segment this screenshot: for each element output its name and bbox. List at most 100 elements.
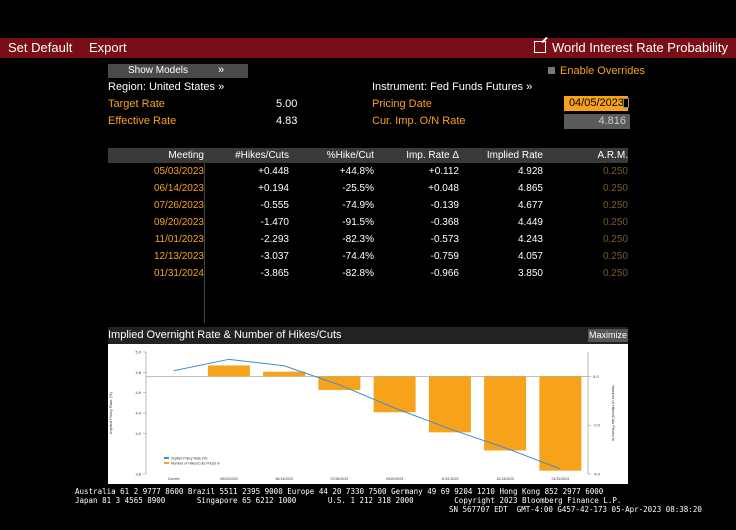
chart-title: Implied Overnight Rate & Number of Hikes… — [108, 329, 342, 341]
hikes-cuts-value: -0.555 — [260, 200, 289, 211]
x-tick-label: 05/03/2023 — [220, 477, 238, 481]
pct-hike-cut-value: +44.8% — [339, 166, 374, 177]
imp-rate-delta-value: +0.112 — [428, 166, 459, 177]
table-header: Meeting #Hikes/Cuts %Hike/Cut Imp. Rate … — [108, 148, 628, 163]
implied-rate-value: 4.449 — [517, 217, 543, 228]
left-tick-label: 5.0 — [135, 350, 141, 355]
arm-value: 0.250 — [602, 166, 628, 177]
cur-imp-rate-input[interactable]: 4.816 — [564, 114, 630, 129]
chevron-right-icon: » — [218, 64, 225, 76]
hikes-cuts-value: -3.865 — [260, 268, 289, 279]
pricing-date-label: Pricing Date — [372, 98, 432, 110]
left-axis-label: Implied Policy Rate (%) — [108, 392, 113, 434]
col-hikes-cuts[interactable]: #Hikes/Cuts — [235, 150, 289, 161]
right-tick-label: -4.0 — [593, 472, 601, 477]
imp-rate-delta-value: +0.048 — [428, 183, 459, 194]
instrument-selector[interactable]: Instrument: Fed Funds Futures » — [372, 81, 533, 93]
enable-overrides-checkbox[interactable]: Enable Overrides — [548, 65, 645, 77]
col-imp-rate-delta[interactable]: Imp. Rate Δ — [406, 150, 459, 161]
left-tick-label: 4.4 — [135, 411, 141, 416]
x-tick-label: 06/14/2023 — [275, 477, 293, 481]
left-tick-label: 4.6 — [135, 390, 141, 395]
imp-rate-delta-value: -0.759 — [430, 251, 459, 262]
target-rate-label: Target Rate — [108, 98, 165, 110]
table-row[interactable]: 06/14/2023 +0.194 -25.5% +0.048 4.865 0.250 — [108, 182, 628, 197]
external-link-icon[interactable] — [533, 41, 546, 53]
x-tick-label: Current — [168, 477, 180, 481]
table-row[interactable]: 12/13/2023 -3.037 -74.4% -0.759 4.057 0.250 — [108, 250, 628, 265]
target-rate-value: 5.00 — [276, 98, 298, 110]
table-row[interactable]: 01/31/2024 -3.865 -82.8% -0.966 3.850 0.250 — [108, 267, 628, 282]
export-button[interactable]: Export — [89, 40, 127, 55]
pct-hike-cut-value: -82.3% — [342, 234, 374, 245]
bar-09/20/2023 — [373, 376, 416, 413]
chart-plot: 3.8 4.2 4.4 4.6 4.8 5.0 -4.0 -2.0 0.0 Current 05/0… — [108, 344, 628, 484]
effective-rate-value: 4.83 — [276, 115, 298, 127]
col-meeting[interactable]: Meeting — [168, 150, 204, 161]
hikes-cuts-value: -2.293 — [260, 234, 289, 245]
bar-01/31/2024 — [539, 376, 582, 471]
chart-svg: 3.8 4.2 4.4 4.6 4.8 5.0 -4.0 -2.0 0.0 Current 05/0… — [108, 350, 616, 482]
pct-hike-cut-value: -82.8% — [342, 268, 374, 279]
region-selector[interactable]: Region: United States » — [108, 81, 225, 93]
right-tick-label: -2.0 — [593, 423, 601, 428]
meeting-date[interactable]: 09/20/2023 — [153, 217, 204, 228]
imp-rate-delta-value: -0.368 — [430, 217, 459, 228]
window-title: World Interest Rate Probability — [533, 40, 728, 55]
imp-rate-delta-value: -0.966 — [430, 268, 459, 279]
imp-rate-delta-value: -0.573 — [430, 234, 459, 245]
pct-hike-cut-value: -74.4% — [342, 251, 374, 262]
arm-value: 0.250 — [602, 268, 628, 279]
arm-value: 0.250 — [602, 183, 628, 194]
bar-06/14/2023 — [263, 371, 306, 377]
x-tick-label: 01/31/2024 — [552, 477, 570, 481]
arm-value: 0.250 — [602, 200, 628, 211]
x-tick-label: 07/26/2023 — [331, 477, 349, 481]
table-row[interactable]: 09/20/2023 -1.470 -91.5% -0.368 4.449 0.250 — [108, 216, 628, 231]
bar-05/03/2023 — [207, 365, 250, 377]
meeting-date[interactable]: 05/03/2023 — [153, 166, 204, 177]
implied-rate-value: 4.928 — [517, 166, 543, 177]
implied-rate-value: 4.243 — [517, 234, 543, 245]
legend-swatch-bar — [164, 462, 169, 464]
footer-line-2: Japan 81 3 4565 8900 Singapore 65 6212 1… — [75, 496, 622, 505]
chart-header — [108, 327, 628, 344]
pct-hike-cut-value: -91.5% — [342, 217, 374, 228]
set-default-button[interactable]: Set Default — [8, 40, 73, 55]
col-arm[interactable]: A.R.M. — [597, 150, 628, 161]
implied-rate-value: 4.677 — [517, 200, 543, 211]
legend-swatch-line — [164, 457, 169, 459]
table-row[interactable]: 05/03/2023 +0.448 +44.8% +0.112 4.928 0.250 — [108, 165, 628, 180]
meeting-date[interactable]: 06/14/2023 — [153, 183, 204, 194]
x-tick-label: 11/01/2023 — [441, 477, 458, 481]
col-pct-hike-cut[interactable]: %Hike/Cut — [326, 150, 374, 161]
table-row[interactable]: 07/26/2023 -0.555 -74.9% -0.139 4.677 0.250 — [108, 199, 628, 214]
meeting-date[interactable]: 07/26/2023 — [153, 200, 204, 211]
hikes-cuts-value: +0.194 — [258, 183, 289, 194]
meeting-date[interactable]: 01/31/2024 — [153, 268, 204, 279]
checkbox-icon[interactable] — [548, 67, 555, 74]
calendar-icon[interactable] — [623, 98, 629, 108]
arm-value: 0.250 — [602, 251, 628, 262]
show-models-button[interactable]: Show Models » — [108, 64, 248, 78]
pricing-date-input[interactable]: 04/05/2023 — [564, 96, 629, 111]
arm-value: 0.250 — [602, 217, 628, 228]
implied-rate-value: 4.865 — [517, 183, 543, 194]
meeting-date[interactable]: 12/13/2023 — [153, 251, 204, 262]
col-implied-rate[interactable]: Implied Rate — [486, 150, 543, 161]
table-row[interactable]: 11/01/2023 -2.293 -82.3% -0.573 4.243 0.250 — [108, 233, 628, 248]
x-tick-label: 12/13/2023 — [496, 477, 514, 481]
left-tick-label: 4.2 — [135, 431, 141, 436]
maximize-button[interactable]: Maximize — [588, 329, 628, 342]
legend-entry: Implied Policy Rate (%) — [171, 457, 207, 461]
right-tick-label: 0.0 — [593, 374, 599, 379]
implied-rate-line — [173, 358, 561, 470]
implied-rate-value: 3.850 — [517, 268, 543, 279]
footer-line-1: Australia 61 2 9777 8600 Brazil 5511 239… — [75, 487, 604, 496]
table-divider — [204, 163, 205, 323]
hikes-cuts-value: -1.470 — [260, 217, 289, 228]
left-tick-label: 4.8 — [135, 370, 141, 375]
cur-imp-rate-label: Cur. Imp. O/N Rate — [372, 115, 466, 127]
bar-11/01/2023 — [428, 376, 471, 433]
meeting-date[interactable]: 11/01/2023 — [154, 234, 204, 245]
